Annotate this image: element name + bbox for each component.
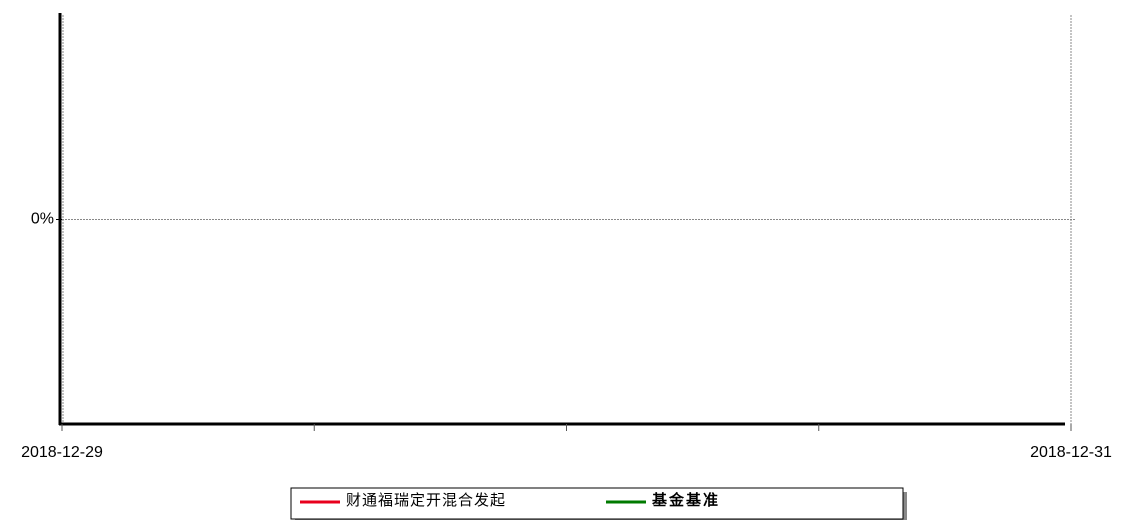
y-tick-label: 0% bbox=[31, 211, 54, 228]
legend-label: 基金基准 bbox=[651, 491, 720, 509]
legend-label: 财通福瑞定开混合发起 bbox=[346, 492, 506, 509]
x-tick-label: 2018-12-29 bbox=[21, 444, 103, 461]
legend-box bbox=[290, 487, 904, 520]
x-tick-label: 2018-12-31 bbox=[1030, 444, 1112, 461]
